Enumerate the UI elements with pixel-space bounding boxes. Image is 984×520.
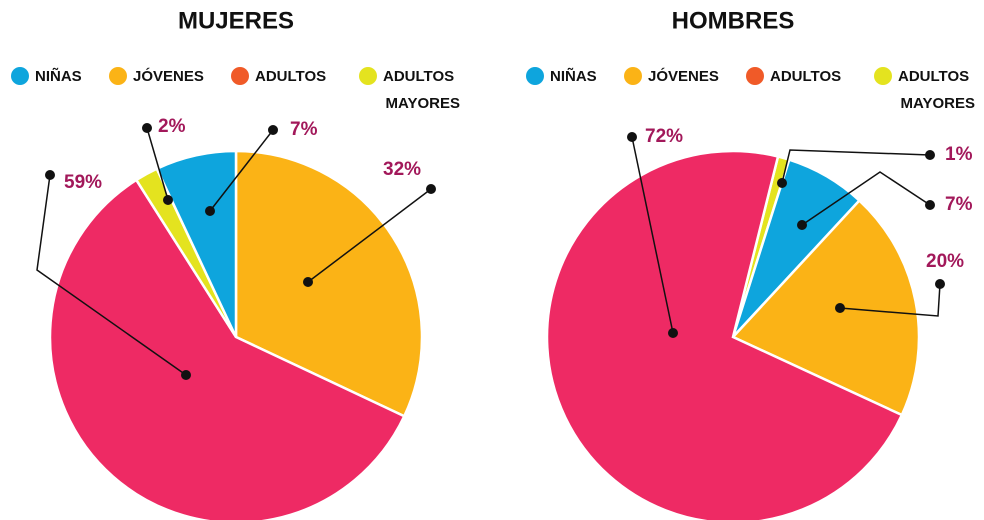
leader-line	[146, 127, 169, 201]
legend-swatch	[231, 67, 249, 85]
legend-label: ADULTOS	[255, 68, 326, 85]
leader-dot	[627, 132, 637, 142]
leader-dot	[668, 328, 678, 338]
value-label: 1%	[945, 144, 973, 165]
value-label: 20%	[926, 251, 964, 272]
value-label: 72%	[645, 126, 683, 147]
pie-slice	[545, 149, 904, 520]
value-label: 2%	[158, 116, 186, 137]
legend-swatch	[624, 67, 642, 85]
pie-slice	[48, 178, 406, 520]
leader-line	[839, 283, 941, 317]
leader-dot	[163, 195, 173, 205]
value-label: 59%	[64, 172, 102, 193]
leader-dot	[45, 170, 55, 180]
leader-dot	[268, 125, 278, 135]
leader-dot	[303, 277, 313, 287]
legend-label: ADULTOS MAYORES	[898, 68, 975, 112]
leader-dot	[426, 184, 436, 194]
leader-line	[209, 129, 274, 212]
legend-label: JÓVENES	[133, 67, 204, 85]
legend-label: ADULTOS MAYORES	[383, 68, 460, 112]
legend-swatch	[746, 67, 764, 85]
leader-line	[801, 171, 931, 226]
legend-label: NIÑAS	[550, 67, 597, 85]
legend-swatch	[874, 67, 892, 85]
leader-dot	[835, 303, 845, 313]
value-label: 7%	[945, 194, 973, 215]
chart-title: MUJERES	[178, 7, 294, 34]
leader-dot	[797, 220, 807, 230]
pie-slice	[234, 149, 424, 418]
legend-swatch	[11, 67, 29, 85]
legend-label: NIÑAS	[35, 67, 82, 85]
leader-dot	[181, 370, 191, 380]
legend-swatch	[526, 67, 544, 85]
leader-dot	[925, 200, 935, 210]
leader-dot	[777, 178, 787, 188]
leader-dot	[142, 123, 152, 133]
leader-dot	[925, 150, 935, 160]
pie-slice	[155, 149, 238, 338]
legend-swatch	[359, 67, 377, 85]
leader-dot	[935, 279, 945, 289]
value-label: 32%	[383, 159, 421, 180]
leader-line	[631, 136, 674, 334]
leader-line	[781, 149, 931, 184]
legend-swatch	[109, 67, 127, 85]
pie-slice	[730, 198, 921, 417]
value-label: 7%	[290, 119, 318, 140]
legend-label: JÓVENES	[648, 67, 719, 85]
leader-dot	[205, 206, 215, 216]
leader-line	[307, 188, 432, 283]
chart-title: HOMBRES	[672, 7, 795, 34]
leader-line	[36, 174, 187, 376]
legend-label: ADULTOS	[770, 68, 841, 85]
